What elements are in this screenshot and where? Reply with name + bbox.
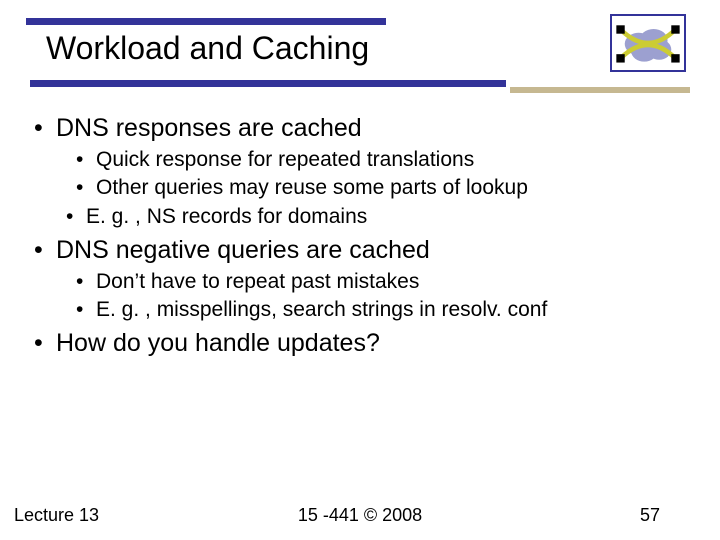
bullet-l2: Quick response for repeated translations xyxy=(30,147,690,173)
bullet-l2: Other queries may reuse some parts of lo… xyxy=(30,175,690,201)
slide-title: Workload and Caching xyxy=(46,30,369,67)
bullet-l1: How do you handle updates? xyxy=(30,329,690,358)
content-body: DNS responses are cached Quick response … xyxy=(30,108,690,362)
bullet-l2: E. g. , misspellings, search strings in … xyxy=(30,297,690,323)
slide: Workload and Caching DNS responses are c… xyxy=(0,0,720,540)
bullet-l2: Don’t have to repeat past mistakes xyxy=(30,269,690,295)
bullet-l1: DNS responses are cached xyxy=(30,114,690,143)
title-underline xyxy=(30,80,690,94)
footer-right: 57 xyxy=(640,505,660,526)
bullet-l2: E. g. , NS records for domains xyxy=(30,204,690,230)
network-cloud-icon xyxy=(610,14,686,72)
bullet-l1: DNS negative queries are cached xyxy=(30,236,690,265)
footer-center: 15 -441 © 2008 xyxy=(0,505,720,526)
top-rule xyxy=(26,18,386,25)
